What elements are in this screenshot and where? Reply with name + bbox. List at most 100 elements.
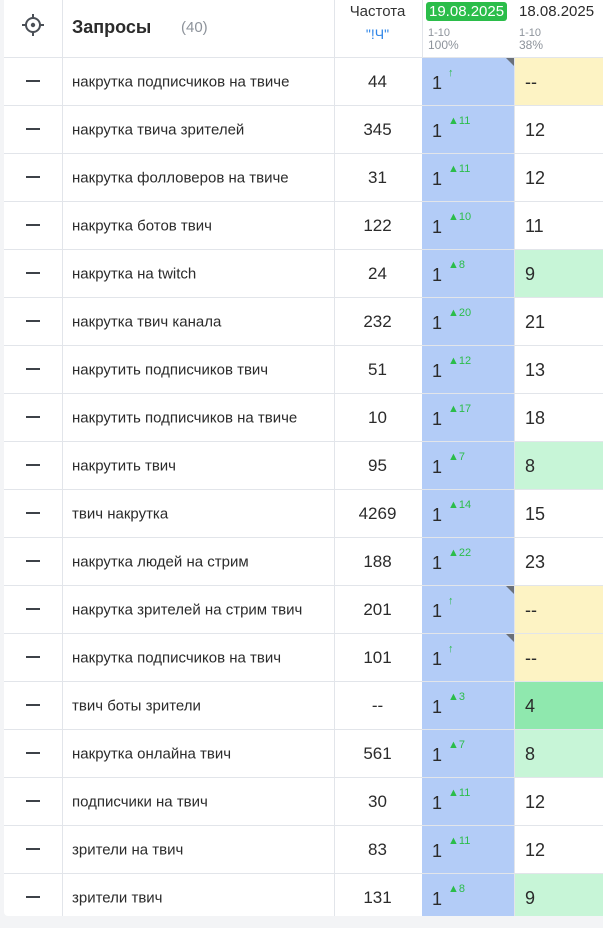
frequency-type-link[interactable]: "!Ч" [365, 26, 390, 42]
table-row[interactable]: накрутка онлайна твич 561 1 ▲7 8 [4, 730, 603, 778]
position-cell-current[interactable]: 1 ▲11 [422, 154, 514, 201]
table-row[interactable]: твич накрутка 4269 1 ▲14 15 [4, 490, 603, 538]
query-text[interactable]: накрутить твич [72, 457, 176, 474]
minus-icon[interactable] [26, 656, 40, 658]
minus-icon[interactable] [26, 368, 40, 370]
query-text[interactable]: накрутка ботов твич [72, 217, 212, 234]
query-text[interactable]: накрутка зрителей на стрим твич [72, 601, 303, 618]
frequency-label[interactable]: Частота [349, 3, 406, 20]
query-cell[interactable]: твич боты зрители [62, 682, 335, 729]
query-cell[interactable]: накрутка подписчиков на твич [62, 634, 335, 681]
row-select-cell[interactable] [4, 154, 62, 201]
minus-icon[interactable] [26, 608, 40, 610]
query-text[interactable]: твич боты зрители [72, 697, 201, 714]
row-select-cell[interactable] [4, 538, 62, 585]
queries-title[interactable]: Запросы [72, 17, 152, 37]
minus-icon[interactable] [26, 512, 40, 514]
row-select-cell[interactable] [4, 346, 62, 393]
position-cell-current[interactable]: 1 ▲11 [422, 778, 514, 825]
position-cell-previous[interactable]: 12 [514, 778, 603, 825]
position-cell-previous[interactable]: 8 [514, 730, 603, 777]
minus-icon[interactable] [26, 80, 40, 82]
position-cell-current[interactable]: 1 ▲8 [422, 250, 514, 297]
position-cell-current[interactable]: 1 ▲22 [422, 538, 514, 585]
query-text[interactable]: накрутка фолловеров на твиче [72, 169, 289, 186]
row-select-cell[interactable] [4, 58, 62, 105]
query-text[interactable]: зрители на твич [72, 841, 184, 858]
table-row[interactable]: твич боты зрители -- 1 ▲3 4 [4, 682, 603, 730]
query-cell[interactable]: подписчики на твич [62, 778, 335, 825]
minus-icon[interactable] [26, 752, 40, 754]
query-text[interactable]: накрутка подписчиков на твиче [72, 73, 290, 90]
position-cell-previous[interactable]: 13 [514, 346, 603, 393]
position-cell-previous[interactable]: -- [514, 58, 603, 105]
position-cell-current[interactable]: 1 ▲11 [422, 106, 514, 153]
minus-icon[interactable] [26, 896, 40, 898]
query-cell[interactable]: накрутка онлайна твич [62, 730, 335, 777]
row-select-cell[interactable] [4, 442, 62, 489]
position-cell-current[interactable]: 1 ↑ [422, 58, 514, 105]
row-select-cell[interactable] [4, 634, 62, 681]
position-cell-current[interactable]: 1 ▲10 [422, 202, 514, 249]
minus-icon[interactable] [26, 176, 40, 178]
position-cell-previous[interactable]: -- [514, 586, 603, 633]
position-cell-previous[interactable]: 4 [514, 682, 603, 729]
row-select-cell[interactable] [4, 586, 62, 633]
position-cell-previous[interactable]: 11 [514, 202, 603, 249]
position-cell-current[interactable]: 1 ▲11 [422, 826, 514, 873]
table-row[interactable]: накрутка зрителей на стрим твич 201 1 ↑ -- [4, 586, 603, 634]
date-previous[interactable]: 18.08.2025 [519, 3, 595, 20]
query-cell[interactable]: накрутка подписчиков на твиче [62, 58, 335, 105]
row-select-cell[interactable] [4, 106, 62, 153]
query-text[interactable]: накрутка на twitch [72, 265, 197, 282]
minus-icon[interactable] [26, 128, 40, 130]
table-row[interactable]: зрители на твич 83 1 ▲11 12 [4, 826, 603, 874]
query-text[interactable]: накрутка твича зрителей [72, 121, 245, 138]
header-query-column[interactable]: Запросы (40) [62, 0, 335, 57]
position-cell-previous[interactable]: 9 [514, 874, 603, 916]
query-text[interactable]: накрутка твич канала [72, 313, 222, 330]
table-row[interactable]: зрители твич 131 1 ▲8 9 [4, 874, 603, 916]
row-select-cell[interactable] [4, 874, 62, 916]
row-select-cell[interactable] [4, 490, 62, 537]
minus-icon[interactable] [26, 464, 40, 466]
position-cell-previous[interactable]: 12 [514, 154, 603, 201]
query-cell[interactable]: накрутка фолловеров на твиче [62, 154, 335, 201]
crosshair-icon[interactable] [22, 14, 44, 36]
position-cell-current[interactable]: 1 ▲7 [422, 442, 514, 489]
header-date-column-2[interactable]: 18.08.2025 1-10 38% [514, 0, 603, 57]
minus-icon[interactable] [26, 416, 40, 418]
query-text[interactable]: накрутить подписчиков твич [72, 361, 269, 378]
row-select-cell[interactable] [4, 298, 62, 345]
position-cell-previous[interactable]: 12 [514, 826, 603, 873]
table-row[interactable]: накрутка на twitch 24 1 ▲8 9 [4, 250, 603, 298]
query-cell[interactable]: накрутка на twitch [62, 250, 335, 297]
table-row[interactable]: накрутить подписчиков на твиче 10 1 ▲17 18 [4, 394, 603, 442]
position-cell-current[interactable]: 1 ▲7 [422, 730, 514, 777]
position-cell-previous[interactable]: 15 [514, 490, 603, 537]
query-text[interactable]: накрутка людей на стрим [72, 553, 249, 570]
table-row[interactable]: накрутка ботов твич 122 1 ▲10 11 [4, 202, 603, 250]
table-row[interactable]: накрутка фолловеров на твиче 31 1 ▲11 12 [4, 154, 603, 202]
header-frequency-column[interactable]: Частота "!Ч" [333, 0, 422, 57]
header-date-column-1[interactable]: 19.08.2025 1-10 100% [422, 0, 515, 57]
position-cell-current[interactable]: 1 ▲12 [422, 346, 514, 393]
position-cell-current[interactable]: 1 ▲20 [422, 298, 514, 345]
minus-icon[interactable] [26, 224, 40, 226]
position-cell-previous[interactable]: 18 [514, 394, 603, 441]
table-row[interactable]: накрутка твич канала 232 1 ▲20 21 [4, 298, 603, 346]
row-select-cell[interactable] [4, 682, 62, 729]
minus-icon[interactable] [26, 320, 40, 322]
position-cell-previous[interactable]: 23 [514, 538, 603, 585]
query-text[interactable]: подписчики на твич [72, 793, 208, 810]
position-cell-current[interactable]: 1 ↑ [422, 586, 514, 633]
position-cell-current[interactable]: 1 ↑ [422, 634, 514, 681]
query-cell[interactable]: накрутка твича зрителей [62, 106, 335, 153]
query-cell[interactable]: накрутка ботов твич [62, 202, 335, 249]
position-cell-previous[interactable]: -- [514, 634, 603, 681]
query-cell[interactable]: накрутка твич канала [62, 298, 335, 345]
position-cell-current[interactable]: 1 ▲14 [422, 490, 514, 537]
minus-icon[interactable] [26, 560, 40, 562]
position-cell-current[interactable]: 1 ▲17 [422, 394, 514, 441]
query-cell[interactable]: накрутить твич [62, 442, 335, 489]
